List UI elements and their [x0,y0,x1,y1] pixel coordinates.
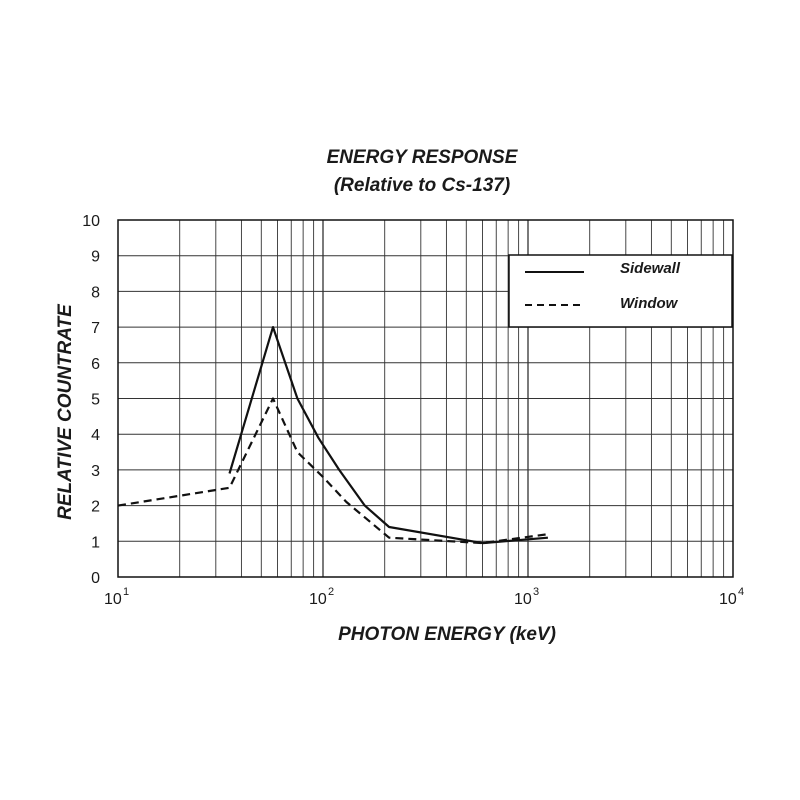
series-line-window [117,397,549,545]
y-tick-label: 0 [91,570,100,587]
y-tick-label: 9 [91,249,100,266]
y-tick-label: 3 [91,463,100,480]
x-tick-base: 10 [719,591,737,608]
y-tick-label: 7 [91,320,100,337]
y-tick-label: 1 [91,534,100,551]
grid-lines [118,220,733,577]
x-tick-exponent: 4 [738,586,744,598]
y-tick-label: 8 [91,284,100,301]
x-tick-base: 10 [309,591,327,608]
chart-title: ENERGY RESPONSE [327,147,519,168]
plot-frame [117,219,734,578]
x-tick-base: 10 [104,591,122,608]
x-tick-label: 10 1 [104,586,129,608]
y-axis-title: RELATIVE COUNTRATE [55,303,76,520]
x-tick-exponent: 1 [123,586,129,598]
legend-window-label: Window [620,295,679,312]
x-tick-label: 10 3 [514,586,539,608]
series-lines [117,326,549,545]
x-tick-base: 10 [514,591,532,608]
y-tick-label: 4 [91,427,100,444]
y-tick-labels: 0 1 2 3 4 5 6 7 8 9 10 [82,213,100,587]
x-axis-title: PHOTON ENERGY (keV) [338,624,556,645]
legend-box [508,254,733,328]
y-tick-label: 5 [91,392,100,409]
legend-sidewall-label: Sidewall [620,260,681,277]
x-tick-label: 10 2 [309,586,334,608]
x-tick-labels: 10 1 10 2 10 3 10 4 [104,586,744,608]
y-tick-label: 10 [82,213,100,230]
chart-subtitle: (Relative to Cs-137) [334,175,510,196]
legend: Sidewall Window [508,254,733,328]
x-tick-label: 10 4 [719,586,744,608]
series-line-sidewall [228,326,548,545]
y-tick-label: 6 [91,356,100,373]
y-tick-label: 2 [91,499,100,516]
x-tick-exponent: 2 [328,586,334,598]
x-tick-exponent: 3 [533,586,539,598]
